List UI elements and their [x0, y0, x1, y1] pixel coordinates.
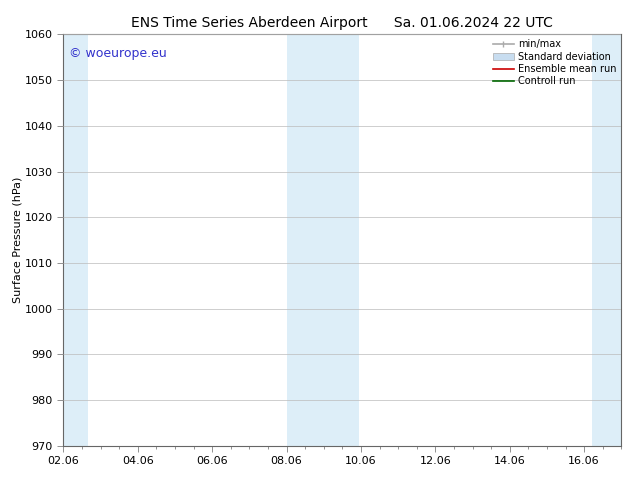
- Title: ENS Time Series Aberdeen Airport      Sa. 01.06.2024 22 UTC: ENS Time Series Aberdeen Airport Sa. 01.…: [131, 16, 553, 30]
- Bar: [287, 34, 359, 446]
- Bar: [592, 34, 621, 446]
- Text: © woeurope.eu: © woeurope.eu: [69, 47, 167, 60]
- Y-axis label: Surface Pressure (hPa): Surface Pressure (hPa): [12, 177, 22, 303]
- Legend: min/max, Standard deviation, Ensemble mean run, Controll run: min/max, Standard deviation, Ensemble me…: [491, 37, 618, 88]
- Bar: [63, 34, 87, 446]
